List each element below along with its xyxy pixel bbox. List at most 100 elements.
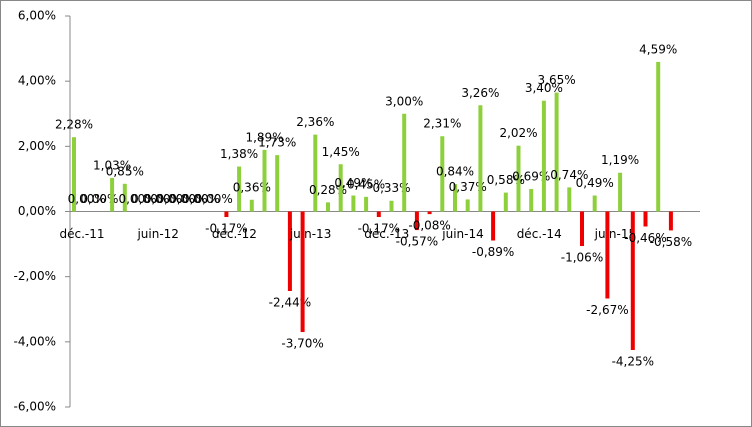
bar bbox=[668, 211, 673, 231]
y-tick-label: 6,00% bbox=[18, 9, 56, 23]
x-tick-label: déc.-12 bbox=[212, 227, 257, 241]
data-label: -1,06% bbox=[561, 251, 603, 265]
bar bbox=[567, 187, 572, 212]
bar bbox=[122, 183, 127, 212]
bar bbox=[414, 211, 419, 231]
data-label: 0,00% bbox=[195, 192, 233, 206]
data-label: 0,33% bbox=[372, 181, 410, 195]
data-label: 2,02% bbox=[499, 126, 537, 140]
bar bbox=[580, 211, 584, 247]
data-label: 0,00% bbox=[131, 192, 169, 206]
bar bbox=[618, 172, 623, 212]
bar bbox=[554, 92, 559, 212]
y-tick-label: -6,00% bbox=[14, 400, 56, 414]
data-label: -3,70% bbox=[281, 337, 323, 351]
data-label: 0,00% bbox=[182, 192, 220, 206]
data-label: -0,58% bbox=[650, 235, 692, 249]
data-label: 1,89% bbox=[245, 130, 283, 144]
bar bbox=[237, 166, 242, 212]
bar bbox=[72, 137, 76, 212]
data-label: 0,00% bbox=[144, 192, 182, 206]
bar bbox=[402, 113, 407, 212]
data-label: 0,49% bbox=[334, 176, 372, 190]
data-label: -0,89% bbox=[472, 245, 514, 259]
data-label: 1,45% bbox=[322, 145, 360, 159]
bar bbox=[592, 195, 597, 212]
data-label: 0,45% bbox=[347, 177, 385, 191]
data-label: 1,38% bbox=[220, 147, 258, 161]
data-label: -4,25% bbox=[612, 354, 654, 368]
bar bbox=[326, 202, 330, 212]
data-label: 1,19% bbox=[601, 153, 639, 167]
bar bbox=[427, 211, 432, 215]
data-label: 0,00% bbox=[68, 192, 106, 206]
data-label: 1,73% bbox=[258, 136, 296, 150]
data-label: -0,17% bbox=[205, 222, 247, 236]
x-tick-label: juin-13 bbox=[289, 227, 331, 241]
bar bbox=[338, 164, 343, 212]
data-label: 0,49% bbox=[576, 176, 614, 190]
data-label: 0,74% bbox=[550, 168, 588, 182]
x-tick-label: déc.-13 bbox=[364, 227, 409, 241]
data-label: 1,03% bbox=[93, 158, 131, 172]
data-label: 0,85% bbox=[106, 164, 144, 178]
bar bbox=[656, 61, 661, 212]
bar bbox=[440, 136, 445, 212]
data-label: 0,37% bbox=[449, 180, 487, 194]
bar bbox=[453, 184, 457, 212]
bar bbox=[351, 195, 356, 212]
y-tick-label: 4,00% bbox=[18, 74, 56, 88]
y-tick-label: -4,00% bbox=[14, 334, 56, 348]
data-label: 0,00% bbox=[157, 192, 195, 206]
data-label: 0,28% bbox=[309, 183, 347, 197]
bar bbox=[300, 211, 305, 333]
data-label: -0,17% bbox=[358, 222, 400, 236]
data-label: 3,40% bbox=[525, 81, 563, 95]
bar bbox=[478, 105, 483, 212]
data-label: 4,59% bbox=[639, 42, 677, 56]
x-tick-label: déc.-14 bbox=[517, 227, 562, 241]
bar bbox=[541, 100, 546, 212]
data-label: 0,00% bbox=[169, 192, 207, 206]
x-tick-label: juin-15 bbox=[594, 227, 636, 241]
y-tick-label: -2,00% bbox=[14, 269, 56, 283]
data-label: 0,00% bbox=[118, 192, 156, 206]
bar bbox=[389, 200, 394, 212]
data-label: -0,08% bbox=[408, 219, 450, 233]
y-tick-label: 0,00% bbox=[18, 204, 56, 218]
bar bbox=[224, 211, 229, 218]
data-label: 0,69% bbox=[512, 170, 550, 184]
bar bbox=[643, 211, 648, 227]
y-tick-label: 2,00% bbox=[18, 139, 56, 153]
data-label: 3,26% bbox=[461, 86, 499, 100]
bar bbox=[287, 211, 292, 292]
data-label: 3,00% bbox=[385, 94, 423, 108]
data-label: 3,65% bbox=[538, 73, 576, 87]
x-tick-label: juin-12 bbox=[136, 227, 178, 241]
data-label: 2,28% bbox=[55, 118, 93, 132]
bar bbox=[503, 192, 508, 212]
data-label: -0,46% bbox=[624, 231, 666, 245]
bar bbox=[262, 149, 267, 212]
data-label: -2,44% bbox=[269, 296, 311, 310]
bar bbox=[491, 211, 496, 241]
data-label: -2,67% bbox=[586, 303, 628, 317]
bar bbox=[364, 196, 369, 212]
bar bbox=[275, 155, 280, 212]
data-label: -0,57% bbox=[396, 235, 438, 249]
x-tick-label: juin-14 bbox=[441, 227, 483, 241]
bar bbox=[529, 189, 534, 212]
bar bbox=[630, 211, 635, 350]
data-label: 0,58% bbox=[487, 173, 525, 187]
bar bbox=[110, 177, 115, 212]
data-label: 0,00% bbox=[80, 192, 118, 206]
bar bbox=[605, 211, 610, 299]
bar bbox=[249, 199, 254, 212]
bar bbox=[465, 199, 470, 212]
bar bbox=[376, 211, 381, 218]
x-tick-label: déc.-11 bbox=[59, 227, 104, 241]
data-label: 2,36% bbox=[296, 115, 334, 129]
data-label: 2,31% bbox=[423, 117, 461, 131]
